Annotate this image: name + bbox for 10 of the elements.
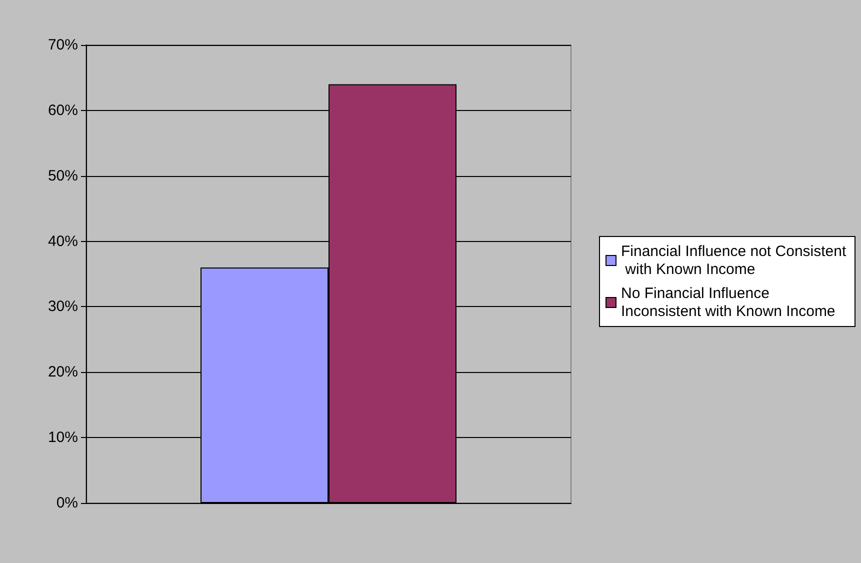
y-tick-label: 0% xyxy=(56,494,78,512)
y-tick-label: 10% xyxy=(48,429,78,446)
y-tick-label: 30% xyxy=(48,298,78,316)
legend-label: Financial Influence not Consistent with Known Income xyxy=(621,243,847,278)
y-tick-label: 60% xyxy=(48,102,78,119)
y-tick-label: 50% xyxy=(48,167,78,184)
legend-label: No Financial Influence Inconsistent with Known Income xyxy=(621,285,836,320)
y-tick-label: 70% xyxy=(48,36,78,54)
y-tick-label: 40% xyxy=(48,232,78,250)
y-tick-label: 20% xyxy=(48,364,78,381)
